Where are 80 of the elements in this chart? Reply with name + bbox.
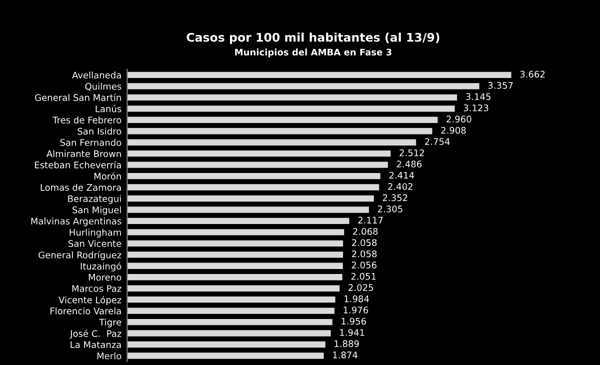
bar <box>127 184 380 190</box>
bar <box>127 352 324 359</box>
data-label: 2.056 <box>352 262 376 269</box>
bar <box>127 106 455 112</box>
data-label: 2.512 <box>400 149 424 156</box>
bar <box>127 94 458 101</box>
bar <box>127 341 326 348</box>
data-label: 1.984 <box>344 295 369 302</box>
bar <box>127 195 374 202</box>
bar <box>127 240 344 247</box>
y-tick-label: Almirante Brown <box>46 150 121 158</box>
data-label: 3.662 <box>520 70 545 78</box>
y-tick-label: Hurlingham <box>70 228 121 238</box>
y-tick-label: Moreno <box>88 274 122 281</box>
y-tick-label: Florencio Varela <box>50 307 121 314</box>
data-label: 1.889 <box>334 340 359 348</box>
data-label: 2.058 <box>352 250 377 258</box>
bar <box>127 172 380 180</box>
data-label: 3.145 <box>466 93 490 100</box>
y-tick-label: San Fernando <box>60 138 122 146</box>
bar <box>127 116 438 123</box>
y-tick-label: Morón <box>94 172 121 180</box>
data-label: 2.908 <box>441 126 466 134</box>
data-label: 2.754 <box>425 138 450 145</box>
data-label: 2.960 <box>446 116 472 123</box>
y-tick-label: San Miguel <box>72 206 121 216</box>
data-label: 2.414 <box>389 172 414 179</box>
data-label: 1.941 <box>340 329 364 336</box>
y-tick-label: San Isidro <box>78 128 122 135</box>
data-label: 2.305 <box>378 206 402 212</box>
bar <box>127 150 391 157</box>
y-tick-label: Tres de Febrero <box>52 116 122 124</box>
data-label: 2.402 <box>388 183 412 190</box>
y-tick-label: General Rodríguez <box>38 251 122 260</box>
y-tick-label: Berazategui <box>68 195 121 204</box>
y-tick-label: Marcos Paz <box>72 285 122 292</box>
y-tick-label: La Matanza <box>70 341 121 348</box>
data-label: 2.117 <box>358 216 383 224</box>
y-tick-label: Avellaneda <box>72 72 121 79</box>
bar <box>127 139 416 146</box>
y-tick-label: General San Martín <box>35 94 121 101</box>
y-tick-label: Quilmes <box>85 82 122 91</box>
bar <box>127 330 331 336</box>
y-tick-label: Tigre <box>99 318 122 328</box>
bar <box>127 162 388 168</box>
bar <box>127 262 343 269</box>
y-tick-label: Merlo <box>97 352 122 360</box>
data-label: 2.051 <box>351 272 376 280</box>
bar <box>127 218 350 224</box>
data-label: 2.025 <box>348 284 373 291</box>
y-tick-label: José C. Paz <box>70 330 122 339</box>
y-tick-label: Esteban Echeverría <box>35 161 121 168</box>
bar <box>127 206 369 213</box>
bar <box>127 229 344 236</box>
y-tick-label: Ituzaingó <box>80 262 122 272</box>
y-tick-label: Malvinas Argentinas <box>31 218 122 226</box>
bar <box>127 318 332 326</box>
data-label: 2.486 <box>396 160 422 168</box>
data-label: 3.123 <box>464 104 488 112</box>
data-label: 3.357 <box>488 82 513 89</box>
y-tick-label: Vicente López <box>58 296 122 306</box>
y-tick-label: Lomas de Zamora <box>40 184 121 191</box>
data-label: 1.956 <box>342 318 366 325</box>
bar <box>127 128 432 134</box>
chart-title: Casos por 100 mil habitantes (al 13/9) <box>186 32 440 44</box>
data-label: 1.976 <box>344 306 368 314</box>
bar <box>127 274 342 280</box>
data-label: 1.874 <box>333 352 358 358</box>
bar <box>127 72 512 78</box>
chart-subtitle: Municipios del AMBA en Fase 3 <box>235 48 392 58</box>
bar <box>127 285 340 292</box>
bar <box>127 296 336 303</box>
data-label: 2.068 <box>353 228 378 235</box>
data-label: 2.352 <box>382 194 408 202</box>
bar <box>127 83 480 90</box>
bar <box>127 252 344 258</box>
y-tick-label: San Vicente <box>68 240 122 247</box>
bar <box>127 308 334 314</box>
data-label: 2.058 <box>352 239 377 246</box>
y-tick-label: Lanús <box>96 104 122 112</box>
